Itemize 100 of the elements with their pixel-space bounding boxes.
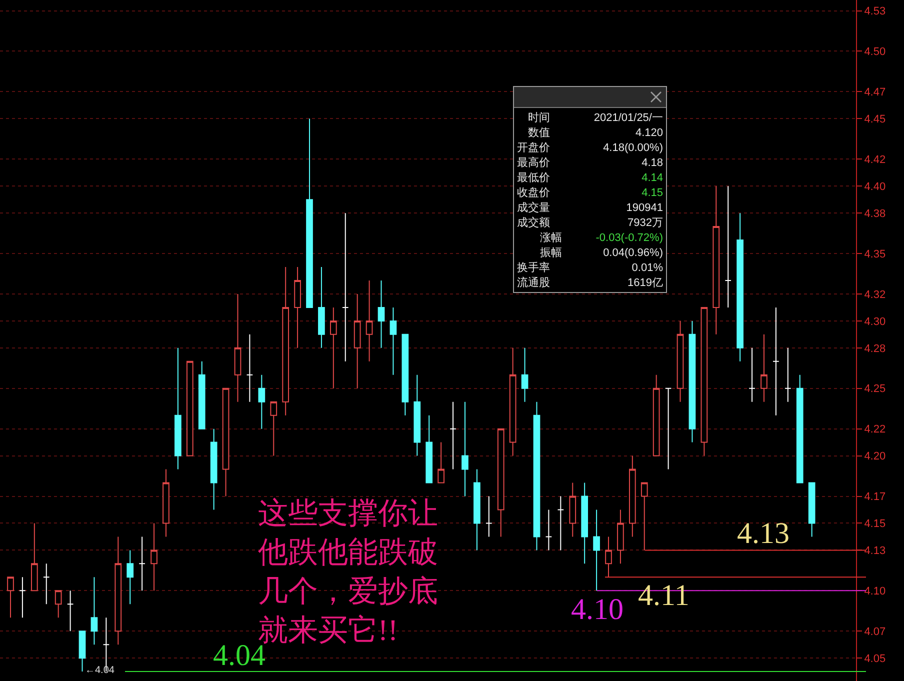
y-tick-label: 4.25 [864,383,886,396]
candlestick [628,455,636,538]
candlestick [664,388,672,470]
candlestick [652,374,660,456]
annotation: 4.15 [642,186,663,201]
candlestick [712,186,720,335]
annotation: 4.18 [642,156,663,171]
candlestick [700,306,708,456]
candlestick [19,576,26,618]
candlestick [569,482,576,538]
annotation: 7932万 [628,216,663,231]
y-tick-label: 4.10 [864,586,886,598]
candlestick [7,576,14,618]
candlestick [485,496,492,538]
annotation: 数值 [528,126,550,141]
y-tick-label: 4.32 [864,288,886,301]
annotation: 收盘价 [517,186,550,201]
candlestick [438,442,444,484]
candlestick [521,347,528,402]
candlestick [533,401,540,551]
candlestick [114,536,122,646]
candlestick [402,334,409,416]
candlestick [66,590,74,632]
annotation: 4.14 [642,171,663,186]
candlestick [509,347,516,456]
candlestick [162,468,170,538]
candlestick [474,468,480,551]
candlestick [545,509,552,551]
candlestick [378,280,385,348]
candlestick [126,550,134,605]
annotation: 换手率 [517,261,550,276]
candlestick [210,428,218,510]
candlestick [330,306,337,389]
annotation: 成交量 [517,201,550,216]
candlestick [366,280,373,362]
candlestick [593,509,600,592]
candlestick [30,522,38,592]
annotation: ←4.04 [85,665,115,676]
y-tick-label: 4.30 [864,316,886,328]
ref-line-label: 4.10 [571,593,624,626]
candlestick [258,374,266,430]
candlestick [617,509,624,564]
candlestick [294,266,301,348]
candlestick [748,347,756,402]
annotation: 最低价 [517,171,550,186]
candlestick [772,306,780,416]
candlestick [676,320,684,402]
candlestick [306,118,313,308]
y-tick-label: 4.22 [864,424,886,436]
annotation: -0.03(-0.72%) [596,231,663,246]
ref-line-label: 4.13 [737,517,790,550]
y-tick-label: 4.53 [864,6,886,18]
y-tick-label: 4.35 [864,248,886,260]
annotation: 最高价 [517,156,550,171]
candlestick [390,306,397,376]
annotation: 开盘价 [517,141,550,156]
candlestick [796,374,804,484]
candlestick [342,212,349,362]
annotation: 4.18(0.00%) [603,141,663,156]
candlestick [426,414,433,484]
annotation: 2021/01/25/一 [594,111,663,126]
y-tick-label: 4.45 [864,114,886,126]
candlestick [462,401,468,497]
annotation: 4.120 [635,126,663,141]
candlestick [450,401,456,470]
y-tick-label: 4.13 [864,545,886,558]
candlestick [808,482,816,538]
candlestick [736,212,744,362]
candlestick [270,401,278,456]
candlestick [42,563,50,605]
candlestick [784,347,792,402]
y-tick-label: 4.28 [864,342,886,355]
candlestick [138,536,146,592]
candlestick [282,266,290,416]
candlestick [54,590,62,618]
annotation: 时间 [528,111,550,126]
y-tick-label: 4.17 [864,491,886,504]
y-tick-label: 4.05 [864,652,886,665]
candlestick [222,388,230,497]
candlestick [234,293,242,402]
annotation: 190941 [626,201,663,216]
candlestick [414,374,421,456]
y-tick-label: 4.20 [864,450,886,463]
y-tick-label: 4.15 [864,518,886,530]
annotation: 振幅 [540,246,562,261]
candlestick [90,576,98,646]
candlestick [688,320,696,443]
y-tick-label: 4.40 [864,180,886,193]
candlestick [557,496,564,551]
y-tick-label: 4.50 [864,46,886,58]
y-tick-label: 4.42 [864,154,886,166]
annotation: 流通股 [517,276,550,291]
candlestick [724,186,732,308]
candlestick [354,293,361,389]
annotation: 涨幅 [540,231,562,246]
annotation: 0.01% [632,261,663,276]
candlestick [174,347,182,470]
candlestick [605,536,612,578]
candlestick [760,334,768,402]
candlestick [246,334,254,402]
